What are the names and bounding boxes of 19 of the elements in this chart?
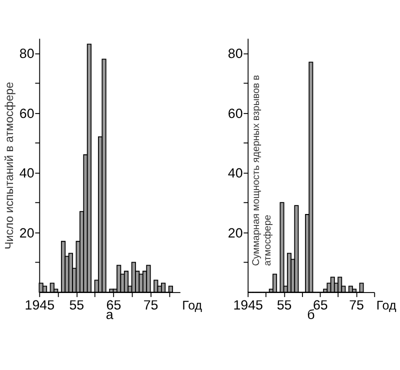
x-tick-label: 55 bbox=[69, 298, 84, 313]
y-tick-label: 80 bbox=[228, 46, 243, 62]
x-axis-title: Год bbox=[376, 298, 397, 313]
y-tick-label: 60 bbox=[19, 106, 34, 121]
y-axis-title: Число испытаний в атмосфере bbox=[4, 82, 16, 250]
y-tick-label: 20 bbox=[228, 225, 243, 240]
x-tick-label: 65 bbox=[312, 298, 328, 313]
y-tick-label: 40 bbox=[228, 166, 243, 181]
x-tick-label: 75 bbox=[349, 298, 364, 313]
y-axis-title: Суммарная мощность ядерных взрывов в атмосфере bbox=[250, 75, 274, 266]
x-tick-label: 55 bbox=[276, 298, 292, 313]
y-tick-label: 40 bbox=[19, 166, 34, 181]
y-tick-label: 80 bbox=[19, 46, 34, 62]
y-tick-label: 60 bbox=[228, 106, 243, 121]
x-axis-title: Год bbox=[182, 298, 203, 313]
x-tick-label: 1945 bbox=[233, 298, 263, 313]
y-tick-label: 20 bbox=[19, 225, 34, 240]
x-tick-label: 1945 bbox=[24, 298, 55, 313]
x-tick-label: 75 bbox=[143, 298, 158, 313]
